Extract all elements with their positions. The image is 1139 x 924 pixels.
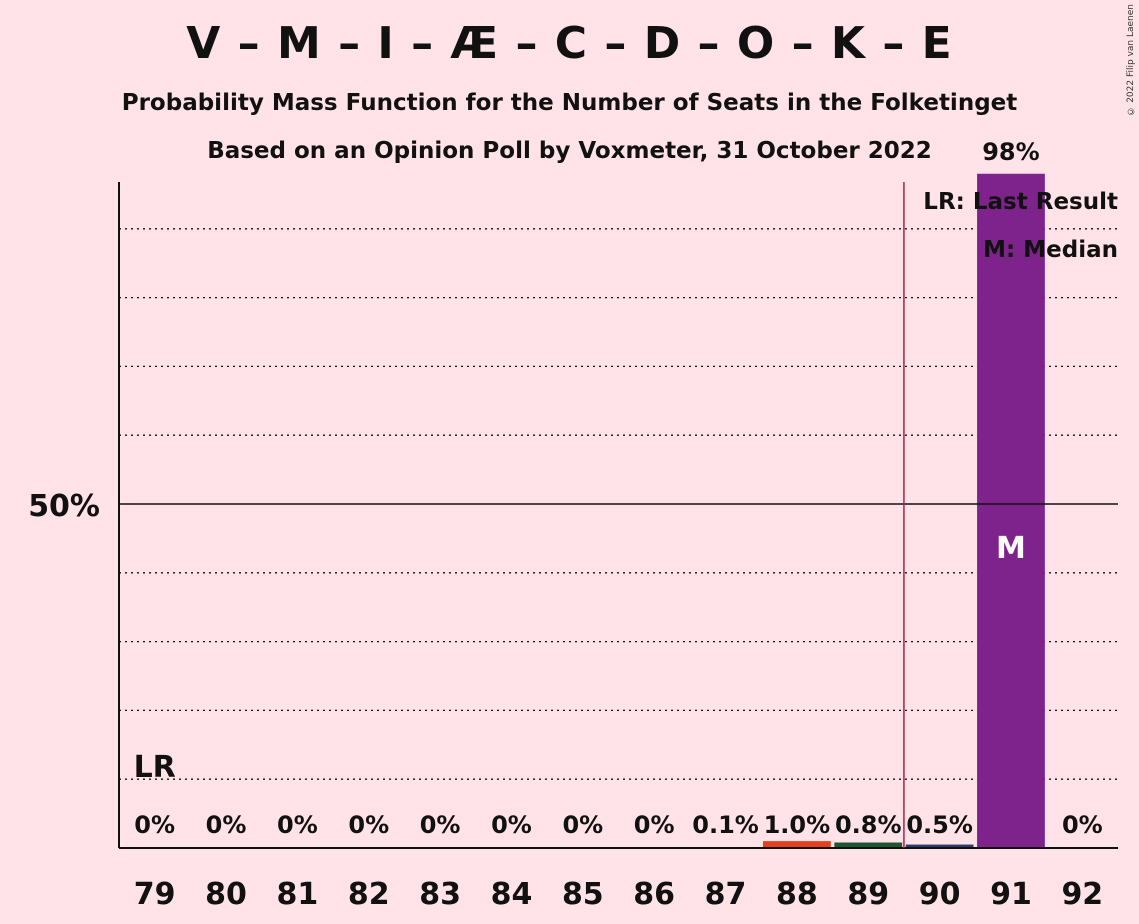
value-label: 0% [562, 811, 603, 839]
value-label: 0.1% [692, 811, 759, 839]
value-label: 98% [982, 138, 1039, 166]
chart-title: V – M – I – Æ – C – D – O – K – E [186, 18, 953, 69]
median-marker: M [996, 531, 1026, 566]
y-tick-label: 50% [28, 489, 100, 524]
legend-last-result: LR: Last Result [923, 189, 1118, 215]
x-tick-label: 88 [776, 877, 818, 912]
x-tick-label: 90 [919, 877, 961, 912]
x-tick-label: 83 [419, 877, 461, 912]
x-tick-label: 91 [990, 877, 1032, 912]
value-label: 0% [134, 811, 175, 839]
x-tick-label: 80 [205, 877, 247, 912]
bar-88 [762, 841, 831, 848]
value-label: 0% [348, 811, 389, 839]
bar-91 [977, 173, 1045, 848]
chart-subtitle-2: Based on an Opinion Poll by Voxmeter, 31… [207, 138, 932, 164]
x-tick-label: 86 [633, 877, 675, 912]
value-label: 0.5% [906, 811, 973, 839]
x-tick-label: 79 [134, 877, 176, 912]
x-tick-label: 81 [277, 877, 319, 912]
bar-90 [905, 844, 974, 848]
value-label: 0% [634, 811, 675, 839]
x-tick-label: 87 [705, 877, 747, 912]
value-label: 0.8% [835, 811, 902, 839]
chart-subtitle-1: Probability Mass Function for the Number… [121, 90, 1018, 116]
value-label: 0% [277, 811, 318, 839]
bar-89 [834, 842, 903, 848]
x-tick-label: 84 [491, 877, 533, 912]
legend-median: M: Median [983, 237, 1118, 263]
value-label: 0% [491, 811, 532, 839]
x-tick-label: 89 [847, 877, 889, 912]
x-tick-label: 92 [1061, 877, 1103, 912]
value-label: 1.0% [764, 811, 831, 839]
last-result-marker: LR [134, 750, 176, 785]
value-label: 0% [1062, 811, 1103, 839]
x-tick-label: 85 [562, 877, 604, 912]
value-label: 0% [206, 811, 247, 839]
value-label: 0% [420, 811, 461, 839]
x-tick-label: 82 [348, 877, 390, 912]
